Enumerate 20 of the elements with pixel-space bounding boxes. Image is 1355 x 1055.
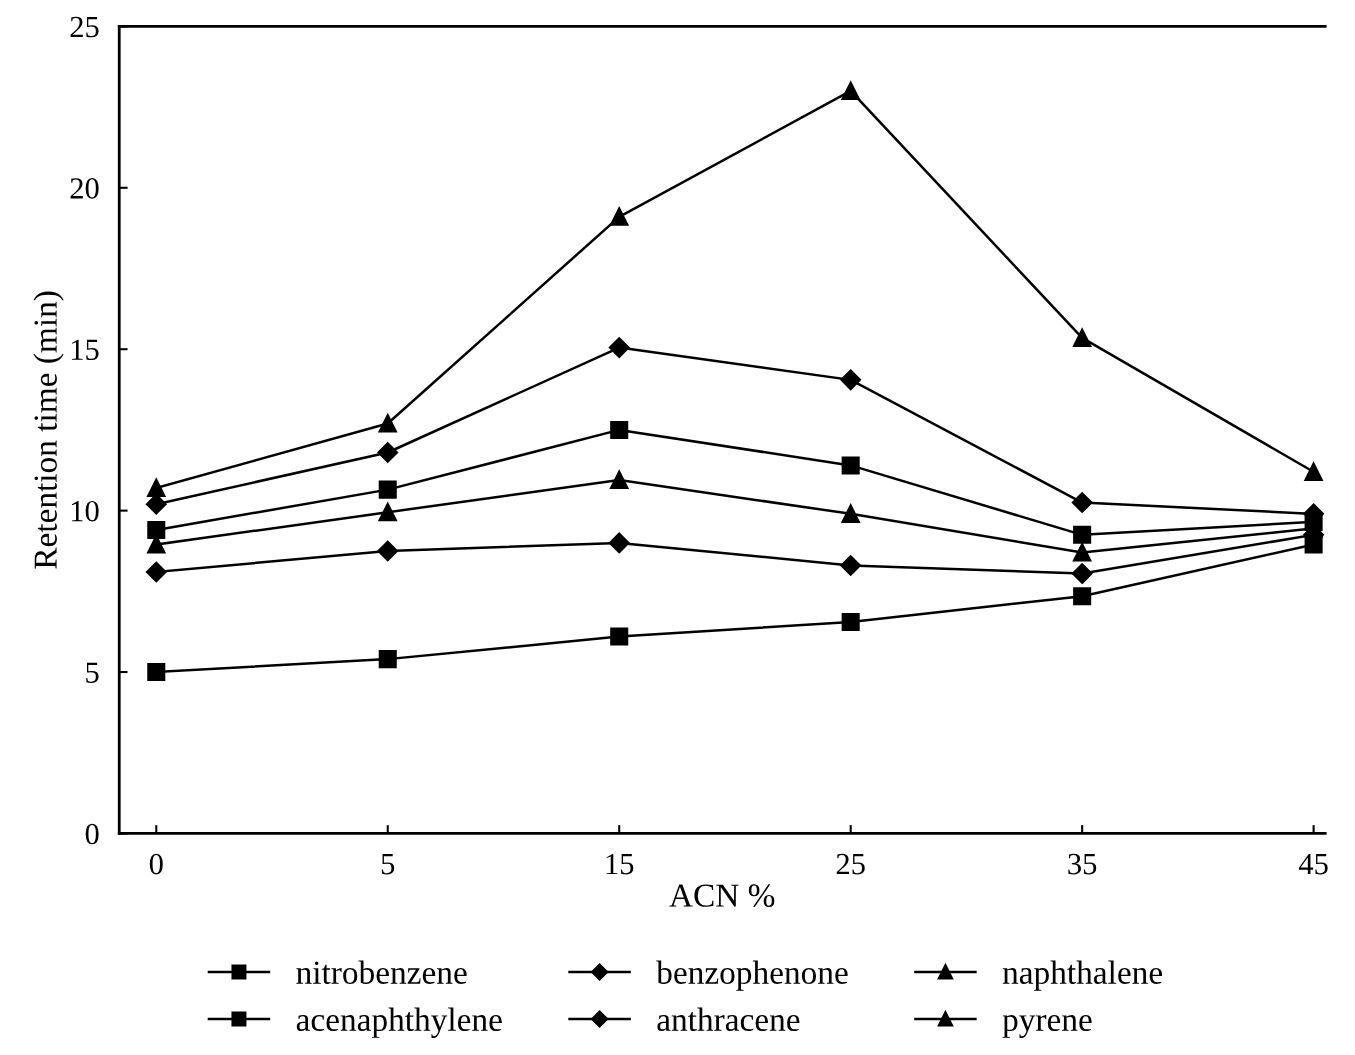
x-tick-label: 5 (381, 854, 395, 875)
legend-label: anthracene (657, 1007, 800, 1032)
y-tick-label: 10 (71, 500, 99, 522)
legend-label: acenaphthylene (296, 1007, 502, 1038)
legend-label: naphthalene (1002, 960, 1162, 991)
x-tick-label: 45 (1298, 853, 1328, 875)
legend-label: nitrobenzene (296, 960, 467, 984)
y-tick-label: 25 (70, 16, 99, 38)
x-tick-label: 0 (149, 853, 163, 875)
legend-label: pyrene (1002, 1015, 1092, 1038)
y-axis-title: Retention time (min) (33, 291, 64, 569)
x-tick-label: 15 (606, 853, 634, 875)
legend-label: benzophenone (656, 960, 848, 991)
y-tick-label: 20 (70, 178, 99, 199)
x-tick-label: 35 (1068, 853, 1097, 875)
y-tick-label: 15 (71, 339, 99, 361)
x-axis-title: ACN % (669, 884, 775, 907)
y-tick-label: 0 (85, 823, 99, 845)
y-tick-label: 5 (86, 662, 99, 683)
x-tick-label: 25 (836, 853, 865, 875)
